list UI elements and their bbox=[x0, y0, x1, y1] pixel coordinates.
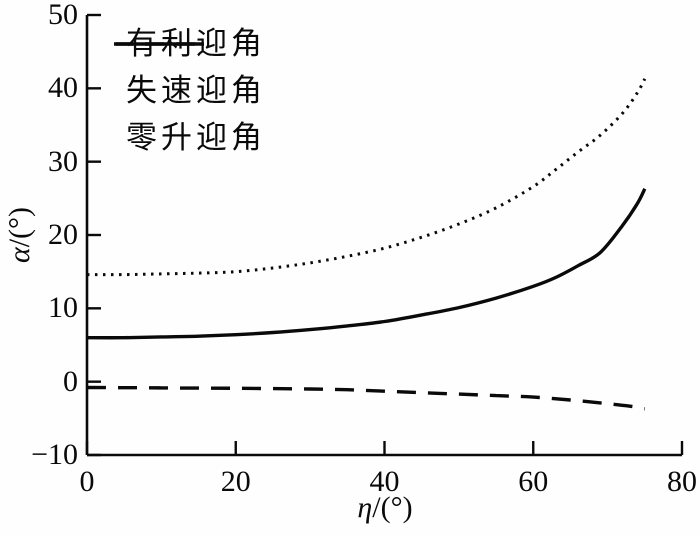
series-line-dashed bbox=[86, 385, 646, 411]
x-tick-label: 60 bbox=[518, 465, 549, 498]
series-line-solid bbox=[86, 188, 647, 340]
legend: 有利迎角 失速迎角 零升迎角 bbox=[112, 24, 266, 156]
x-tick-label: 20 bbox=[220, 465, 251, 498]
y-tick-label: 50 bbox=[48, 0, 78, 31]
legend-line-dashed-icon bbox=[114, 42, 206, 46]
legend-label: 零升迎角 bbox=[126, 119, 266, 155]
legend-item-zero-lift-aoa: 零升迎角 bbox=[112, 42, 266, 156]
y-tick-label: 40 bbox=[48, 71, 78, 105]
x-axis-title: η/(°) bbox=[357, 493, 412, 523]
x-axis-symbol: η bbox=[357, 491, 373, 524]
y-axis-title: α/(°) bbox=[3, 206, 36, 264]
x-tick-label: 80 bbox=[667, 465, 697, 498]
y-axis-symbol: α bbox=[3, 247, 36, 264]
y-axis-unit: /(°) bbox=[3, 206, 36, 248]
y-tick-label: 10 bbox=[48, 291, 78, 325]
x-tick-label: 0 bbox=[79, 465, 95, 498]
x-axis-unit: /(°) bbox=[372, 491, 413, 524]
legend-item-stall-aoa: 失速迎角 bbox=[112, 42, 266, 109]
y-tick-label: 20 bbox=[48, 218, 78, 251]
series-line-dotted bbox=[86, 78, 647, 277]
legend-label: 失速迎角 bbox=[126, 72, 266, 108]
x-tick-label: 40 bbox=[369, 465, 400, 498]
y-tick-label: 30 bbox=[48, 144, 78, 178]
y-tick-label: −10 bbox=[31, 438, 78, 471]
y-tick-label: 0 bbox=[63, 364, 78, 398]
